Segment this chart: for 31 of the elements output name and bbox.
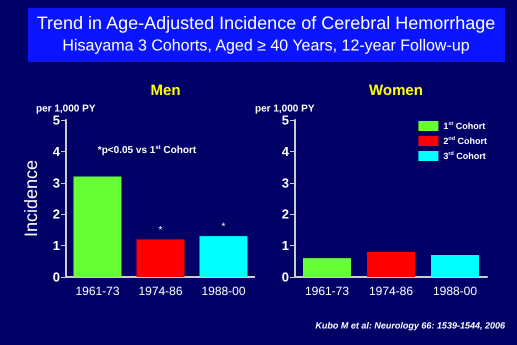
bar (74, 176, 122, 277)
text: per 1,000 PY (36, 104, 96, 114)
annotation: * (222, 222, 226, 233)
y-axis-title: Incidence (21, 160, 41, 238)
y-tick-label: 4 (52, 144, 61, 159)
text: Trend in Age-Adjusted Incidence of Cerebral Hemorrhage (36, 13, 496, 33)
annotation: * (158, 224, 163, 236)
x-tick-label: 1961-73 (304, 284, 350, 298)
text: Hisayama 3 Cohorts, Aged ≥ 40 Years, 12-year Follow-up (62, 38, 470, 54)
chart-title: Women (369, 82, 423, 99)
y-tick-label: 0 (52, 270, 60, 284)
y-tick-label: 1 (52, 238, 60, 254)
x-tick-label: 1974-86 (368, 284, 414, 298)
bar (136, 239, 184, 277)
y-tick-label: 1 (282, 238, 289, 254)
text: per 1,000 PY (255, 104, 315, 114)
chart-title: Men (150, 82, 180, 99)
x-tick-label: 1961-73 (75, 284, 120, 298)
bar (200, 236, 248, 277)
y-tick-label: 2 (52, 206, 60, 222)
text: Kubo M et al: Neurology 66: 1539-1544, 2006 (315, 320, 506, 330)
y-tick-label: 2 (282, 206, 289, 222)
y-tick-label: 5 (52, 112, 60, 128)
x-tick-label: 1974-86 (138, 284, 183, 298)
x-tick-label: 1988-00 (432, 284, 478, 298)
y-tick-label: 5 (282, 112, 289, 128)
y-tick-label: 3 (52, 175, 60, 190)
x-tick-label: 1988-00 (201, 284, 246, 298)
y-tick-label: 3 (282, 175, 289, 190)
y-tick-label: 0 (282, 270, 289, 284)
y-tick-label: 4 (282, 144, 290, 159)
